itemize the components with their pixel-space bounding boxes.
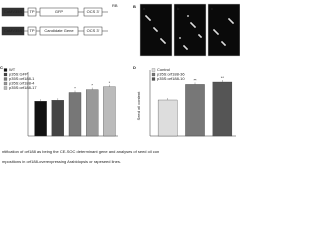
figure: RB CaMV35S TP GFP OCS 3' CaMV35S TP Candidate G… [0, 3, 240, 165]
micrograph-dot [200, 36, 202, 38]
legend-swatch [3, 77, 8, 81]
construct-box [83, 7, 103, 17]
micrograph [173, 3, 207, 57]
construct-label: Candidate Gene [44, 28, 74, 33]
micrograph-dot [164, 42, 166, 44]
construct-box [1, 26, 25, 36]
micrograph-dot [156, 30, 158, 32]
micrograph-dot [194, 26, 196, 28]
micrograph-label: a [143, 6, 146, 11]
significance-mark: ** [193, 77, 197, 82]
construct-label: CaMV35S [4, 28, 23, 33]
micrograph-dot [224, 44, 226, 46]
legend-label: p35S:orf188-1 [9, 76, 35, 81]
bar [86, 89, 99, 137]
legend-label: p35S:orf188-36 [157, 72, 185, 77]
micrograph-dot [187, 15, 189, 17]
caption-line: mpositions in orf188-overexpressing Arab… [2, 159, 121, 164]
legend-label: p35S:orf188-4 [9, 81, 35, 86]
construct-label: OCS 3' [87, 28, 100, 33]
legend-label: p35S:GFP [9, 72, 28, 77]
construct-label: TP [29, 28, 34, 33]
legend-swatch [3, 81, 8, 86]
legend-label: WT [9, 67, 16, 72]
legend-label: p35S:orf188-17 [9, 85, 37, 90]
construct-label: CaMV35S [4, 9, 23, 14]
micrograph-dot [232, 22, 234, 24]
bar [185, 84, 205, 137]
bar [157, 99, 178, 137]
panel-label: C [0, 65, 3, 70]
significance-mark: * [91, 83, 93, 88]
construct-box [39, 7, 79, 17]
bar [212, 81, 233, 137]
construct-box [27, 26, 37, 36]
bar [51, 100, 64, 137]
micrograph [207, 3, 240, 57]
construct-box [39, 26, 79, 36]
legend-swatch [151, 68, 156, 72]
micrograph-dot [149, 19, 151, 21]
bar [103, 86, 116, 137]
construct-label: TP [29, 9, 34, 14]
construct-label: OCS 3' [87, 9, 100, 14]
micrograph-dot [179, 37, 181, 39]
construct-box [27, 7, 37, 17]
micrograph-label: c [211, 6, 214, 11]
significance-mark: ** [221, 75, 225, 80]
bar [68, 92, 82, 137]
significance-mark: * [74, 86, 76, 91]
legend-swatch [3, 72, 8, 77]
legend-label: Control [157, 67, 170, 72]
bar [34, 101, 47, 137]
y-axis-label: Seed oil content [136, 91, 141, 121]
panel-label: D [133, 65, 136, 70]
micrograph-dot [217, 33, 219, 35]
construct-box [83, 26, 103, 36]
caption-line: ntification of orf188 as being the CE-SO… [2, 149, 159, 154]
legend-swatch [3, 86, 8, 90]
significance-mark: * [109, 80, 111, 85]
legend-swatch [151, 72, 156, 77]
legend-label: p35S:orf188-10 [157, 76, 185, 81]
micrograph-dot [186, 48, 188, 50]
micrograph-label: b [177, 6, 180, 11]
construct-box [1, 7, 25, 17]
rb-label: RB [112, 3, 118, 8]
legend-swatch [151, 77, 156, 81]
legend-swatch [3, 68, 8, 72]
construct-label: GFP [55, 9, 64, 14]
panel-label: B [133, 4, 136, 9]
